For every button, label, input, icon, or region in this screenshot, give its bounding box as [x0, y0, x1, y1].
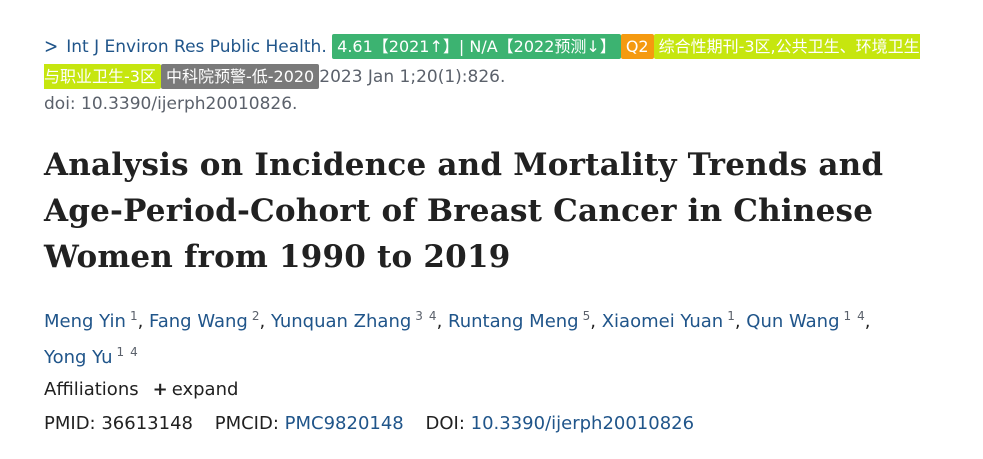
- pmcid-label: PMCID:: [214, 413, 279, 434]
- plus-icon[interactable]: +: [152, 379, 168, 400]
- affiliation-refs[interactable]: 2: [251, 309, 260, 323]
- journal-link[interactable]: Int J Environ Res Public Health.: [66, 37, 327, 57]
- author-link[interactable]: Runtang Meng: [448, 311, 579, 332]
- journal-citation: > Int J Environ Res Public Health. 4.61【2…: [44, 32, 924, 92]
- expand-button[interactable]: expand: [171, 379, 239, 400]
- affiliation-refs[interactable]: 5: [582, 309, 591, 323]
- pmid-label: PMID:: [44, 413, 96, 434]
- impact-factor-badge: 4.61【2021↑】| N/A【2022预测↓】: [332, 34, 621, 59]
- pmcid-link[interactable]: PMC9820148: [284, 413, 404, 434]
- publication-date: 2023 Jan 1;20(1):826.: [319, 67, 506, 87]
- affiliation-refs[interactable]: 1: [129, 309, 138, 323]
- quartile-badge: Q2: [620, 34, 654, 59]
- journal-doi: doi: 10.3390/ijerph20010826.: [44, 94, 298, 114]
- author-link[interactable]: Xiaomei Yuan: [601, 311, 724, 332]
- doi-label: DOI:: [425, 413, 465, 434]
- article-title: Analysis on Incidence and Mortality Tren…: [44, 147, 884, 275]
- authors-list: Meng Yin 1, Fang Wang 2, Yunquan Zhang 3 4, …: [44, 309, 871, 368]
- doi-link[interactable]: 10.3390/ijerph20010826: [470, 413, 695, 434]
- affiliations-toggle[interactable]: Affiliations + expand: [44, 379, 238, 400]
- affiliations-label: Affiliations: [44, 379, 139, 400]
- author-link[interactable]: Yunquan Zhang: [270, 311, 412, 332]
- author-link[interactable]: Qun Wang: [746, 311, 840, 332]
- author-link[interactable]: Fang Wang: [149, 311, 248, 332]
- article-identifiers: PMID: 36613148 PMCID: PMC9820148 DOI: 10…: [44, 413, 694, 434]
- pmid-value: 36613148: [101, 413, 193, 434]
- author-link[interactable]: Yong Yu: [44, 347, 113, 368]
- affiliation-refs[interactable]: 1: [727, 309, 735, 323]
- cas-warning-badge: 中科院预警-低-2020: [160, 64, 320, 89]
- chevron-right-icon[interactable]: >: [44, 35, 59, 59]
- author-link[interactable]: Meng Yin: [44, 311, 126, 332]
